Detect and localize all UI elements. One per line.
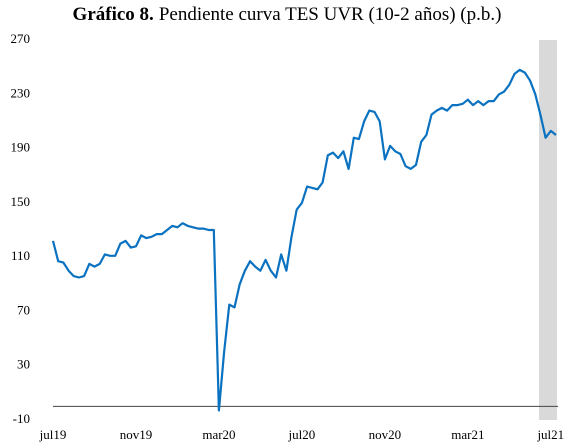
x-tick-label: nov19 — [120, 427, 153, 442]
y-tick-label: 70 — [17, 302, 30, 317]
y-tick-label: 190 — [11, 140, 31, 155]
x-tick-label: mar20 — [202, 427, 235, 442]
x-tick-label: mar21 — [451, 427, 484, 442]
chart-title: Gráfico 8. Pendiente curva TES UVR (10-2 … — [73, 4, 502, 25]
title-text: Pendiente curva TES UVR (10-2 años) (p.b… — [159, 4, 502, 25]
y-tick-label: 110 — [11, 248, 30, 263]
x-tick-label: jul19 — [39, 427, 67, 442]
shaded-period — [539, 40, 557, 420]
line-series — [51, 68, 557, 412]
y-tick-label: 270 — [11, 31, 31, 46]
title-label: Gráfico 8. — [73, 4, 154, 25]
x-tick-label: jul21 — [536, 427, 564, 442]
x-tick-label: jul20 — [288, 427, 316, 442]
y-tick-label: 150 — [11, 194, 31, 209]
y-tick-label: 30 — [17, 357, 30, 372]
y-tick-label: -10 — [13, 411, 30, 426]
y-tick-label: 230 — [11, 85, 31, 100]
x-tick-label: nov20 — [369, 427, 402, 442]
